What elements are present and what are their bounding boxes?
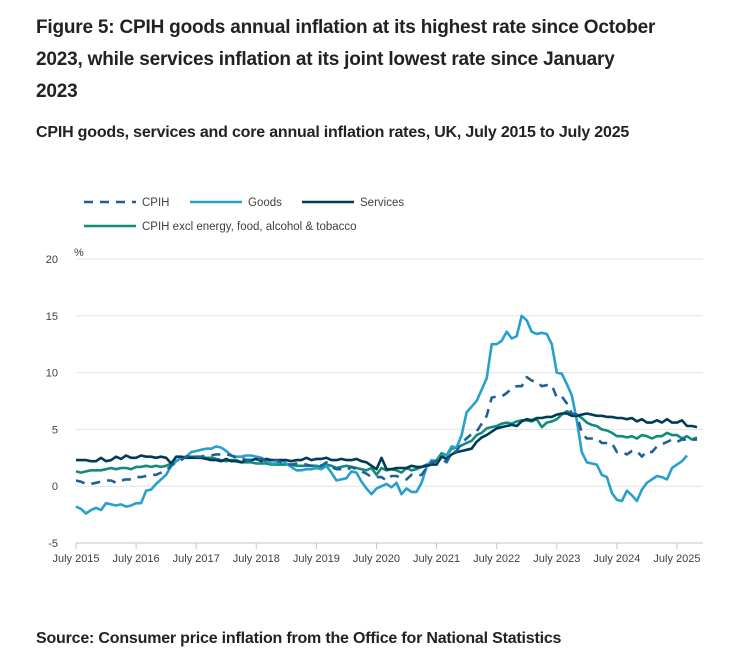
legend-label: CPIH <box>142 197 169 209</box>
figure-title: Figure 5: CPIH goods annual inflation at… <box>36 17 656 102</box>
series-line-goods <box>75 314 688 515</box>
x-tick-label: July 2024 <box>593 553 640 565</box>
y-tick-label: 15 <box>46 311 58 323</box>
series-line-services <box>76 412 698 471</box>
x-tick-label: July 2021 <box>413 553 460 565</box>
x-tick-label: July 2016 <box>113 553 160 565</box>
y-tick-label: 20 <box>46 254 58 266</box>
legend-item: CPIH excl energy, food, alcohol & tobacc… <box>84 221 357 233</box>
legend-label: Goods <box>248 197 282 209</box>
y-axis: % -5 0 5 10 15 20 <box>46 247 84 550</box>
legend-item: Goods <box>190 197 282 209</box>
x-tick-label: July 2019 <box>293 553 340 565</box>
legend-label: Services <box>360 197 404 209</box>
x-tick-label: July 2025 <box>653 553 700 565</box>
series-lines <box>75 314 698 515</box>
x-tick-label: July 2020 <box>353 553 400 565</box>
y-tick-label: 10 <box>46 368 58 380</box>
gridlines <box>76 258 703 544</box>
y-tick-label: 5 <box>52 424 58 436</box>
x-tick-label: July 2022 <box>473 553 520 565</box>
x-tick-label: July 2023 <box>533 553 580 565</box>
x-tick-label: July 2018 <box>233 553 280 565</box>
y-axis-unit-label: % <box>74 247 84 259</box>
y-tick-label: 0 <box>52 481 58 493</box>
chart-subtitle: CPIH goods, services and core annual inf… <box>36 124 630 141</box>
y-tick-label: -5 <box>48 538 58 550</box>
source-note: Source: Consumer price inflation from th… <box>36 630 562 647</box>
x-tick-label: July 2017 <box>173 553 220 565</box>
x-tick-label: July 2015 <box>52 553 99 565</box>
legend-label: CPIH excl energy, food, alcohol & tobacc… <box>142 221 357 233</box>
legend-item: Services <box>302 197 404 209</box>
legend-item: CPIH <box>84 197 169 209</box>
x-axis: July 2015 July 2016 July 2017 July 2018 July… <box>52 543 701 565</box>
